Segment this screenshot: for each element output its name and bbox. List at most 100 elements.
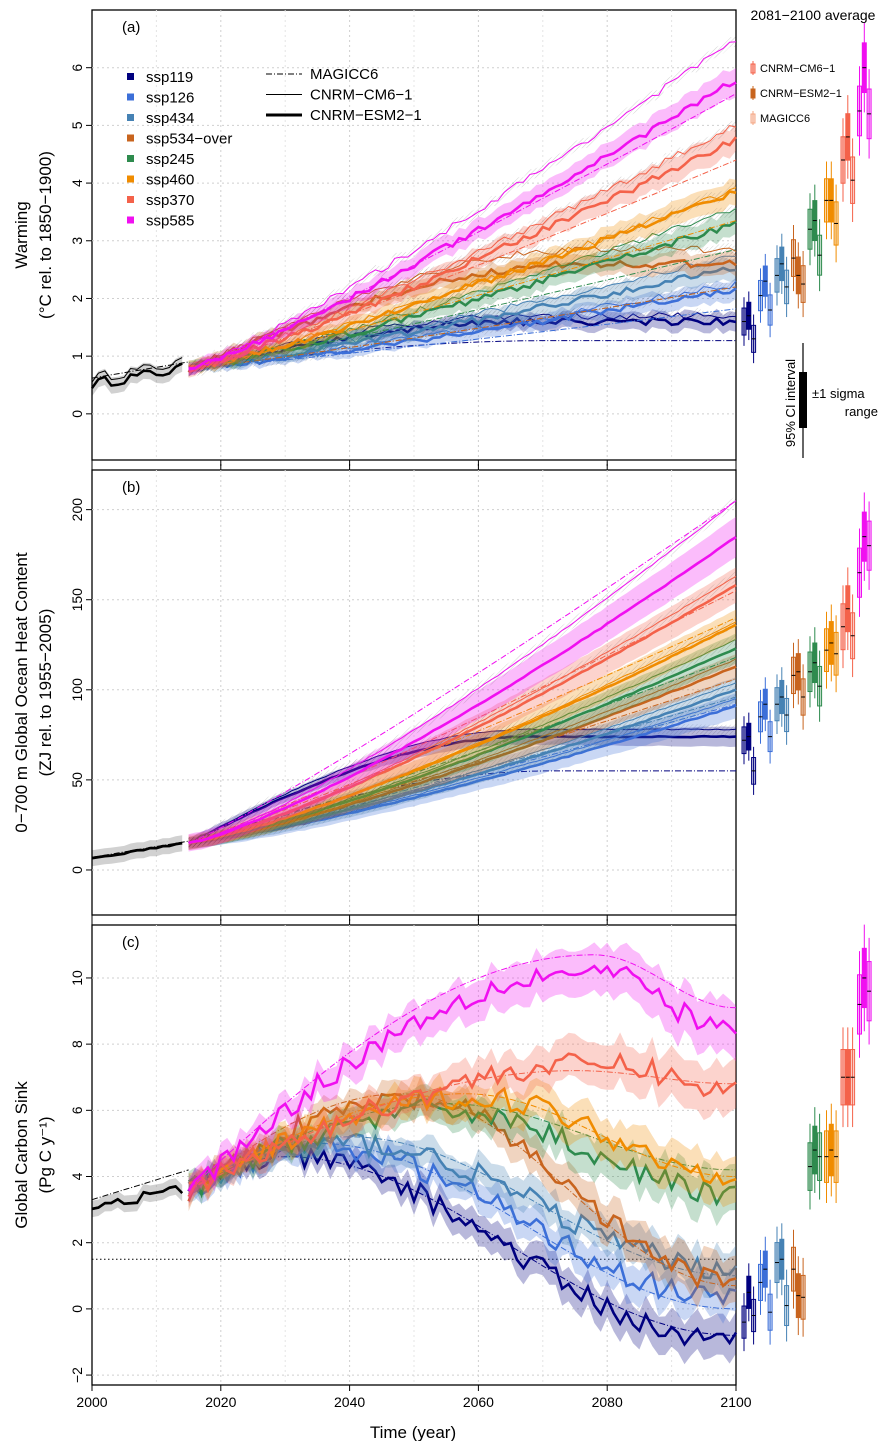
y-tick-label: 50 — [69, 772, 85, 788]
y-tick-label: −2 — [69, 1367, 85, 1383]
series-esm2-line — [188, 1132, 738, 1280]
historical-cm6-line — [91, 357, 183, 383]
legend-swatch-ssp534-over — [127, 134, 134, 142]
x-tick-label: 2020 — [205, 1394, 236, 1410]
side-legend-label: MAGICC6 — [760, 113, 810, 125]
series-cm6-band — [188, 36, 737, 374]
side-legend-box — [750, 113, 756, 124]
legend-swatch-ssp585 — [127, 216, 134, 224]
series-esm2-line — [187, 734, 737, 845]
series-cm6-line — [188, 41, 737, 369]
y-axis-title: Warming — [12, 201, 31, 268]
panel-label: (a) — [122, 19, 140, 36]
panel-label: (c) — [122, 934, 140, 951]
series-magicc-line — [188, 656, 737, 844]
series-magicc-line — [188, 678, 737, 844]
y-tick-label: 6 — [69, 64, 85, 72]
series-ssp585 — [188, 36, 737, 376]
series-magicc-line — [188, 590, 737, 844]
series-esm2-line — [187, 1051, 737, 1198]
series-band — [188, 516, 737, 852]
legend-label-ssp534-over: ssp534−over — [146, 131, 232, 148]
y-tick-label: 100 — [69, 678, 85, 702]
series-ssp585 — [188, 495, 737, 852]
historical-magicc-line — [91, 1169, 189, 1201]
side-legend: CNRM−CM6−1 CNRM−ESM2−1 MAGICC6 — [750, 61, 842, 125]
series-magicc-line — [188, 159, 737, 370]
series-band — [188, 1124, 737, 1324]
panel-b: 0 50 100 150 200 0−700 m Global Ocean Heat Co… — [12, 464, 872, 921]
series-esm2-line — [188, 81, 737, 371]
legend-model-label-esm2: CNRM−ESM2−1 — [310, 107, 422, 124]
series-esm2-line — [188, 189, 737, 370]
series-ssp370 — [187, 1032, 737, 1208]
side-boxes — [741, 492, 872, 795]
series-esm2-line — [188, 1086, 737, 1192]
y-tick-label: 6 — [69, 1106, 85, 1114]
series-esm2-line — [187, 964, 737, 1192]
legend-swatch-ssp119 — [127, 73, 134, 80]
series-esm2-line — [188, 583, 737, 844]
y-tick-label: 4 — [69, 179, 85, 187]
historical-line — [90, 362, 183, 389]
sigma-label-1: ±1 sigma — [812, 386, 865, 401]
legend-models: MAGICC6 CNRM−CM6−1 CNRM−ESM2−1 — [266, 66, 422, 124]
panel-label: (b) — [122, 479, 140, 496]
side-boxes — [741, 924, 872, 1352]
ci-key: 95% CI interval ±1 sigma range — [783, 343, 878, 458]
side-legend-box — [750, 88, 756, 99]
y-tick-label: 5 — [69, 121, 85, 129]
side-boxes — [741, 22, 872, 364]
legend-label-ssp119: ssp119 — [146, 69, 193, 86]
side-legend-box — [750, 63, 756, 74]
y-tick-label: 0 — [69, 410, 85, 418]
legend-swatch-ssp460 — [127, 175, 134, 183]
series-cm6-band — [188, 723, 737, 848]
y-axis-subtitle: (°C rel. to 1850−1900) — [36, 151, 55, 319]
ci-label: 95% CI interval — [783, 359, 798, 447]
legend-swatch-ssp370 — [127, 196, 134, 203]
series-magicc-line — [188, 500, 737, 844]
historical-line — [91, 842, 183, 860]
y-tick-label: 10 — [69, 970, 85, 986]
legend-label-ssp245: ssp245 — [146, 151, 194, 168]
historical-magicc-line — [91, 361, 189, 379]
series-esm2-line — [188, 136, 738, 374]
series-magicc-line — [188, 770, 736, 844]
side-legend-label: CNRM−ESM2−1 — [760, 88, 842, 100]
legend-model-label-cm6: CNRM−CM6−1 — [310, 87, 413, 104]
y-tick-label: 3 — [69, 237, 85, 245]
legend-swatch-ssp434 — [127, 114, 134, 121]
historical-cm6-line — [91, 1184, 183, 1209]
series-esm2-line — [188, 535, 737, 845]
sigma-label-2: range — [845, 404, 878, 419]
y-tick-label: 0 — [69, 866, 85, 874]
series-magicc-line — [188, 308, 737, 370]
y-tick-label: 2 — [69, 294, 85, 302]
series-band — [188, 1134, 737, 1365]
x-tick-label: 2080 — [592, 1394, 623, 1410]
series-ssp585 — [187, 942, 737, 1203]
panel-a: 0 1 2 3 4 5 6 Warming (°C rel. to 1850−1900) (a) — [12, 9, 872, 466]
series-band — [188, 942, 737, 1203]
panel-c: −2 0 2 4 6 8 10 Global Carbon Sink (Pg C y⁻¹) (c) — [12, 919, 872, 1391]
y-tick-label: 8 — [69, 1040, 85, 1048]
side-legend-label: CNRM−CM6−1 — [760, 63, 835, 75]
x-tick-label: 2060 — [463, 1394, 494, 1410]
historical-magicc-line — [91, 840, 189, 858]
legend-swatch-ssp126 — [127, 93, 134, 101]
historical-line — [91, 1185, 184, 1211]
y-axis-subtitle: (ZJ rel. to 1955−2005) — [36, 609, 55, 777]
series-cm6-line — [188, 500, 737, 843]
series-band — [188, 1032, 737, 1208]
y-tick-label: 200 — [69, 498, 85, 522]
legend-label-ssp126: ssp126 — [146, 90, 194, 107]
legend-swatch-ssp245 — [127, 155, 134, 162]
legend-label-ssp370: ssp370 — [146, 192, 194, 209]
x-tick-label: 2000 — [76, 1394, 107, 1410]
y-tick-label: 1 — [69, 352, 85, 360]
y-tick-label: 2 — [69, 1239, 85, 1247]
historical-band — [92, 1178, 183, 1218]
legend-label-ssp434: ssp434 — [146, 110, 194, 127]
